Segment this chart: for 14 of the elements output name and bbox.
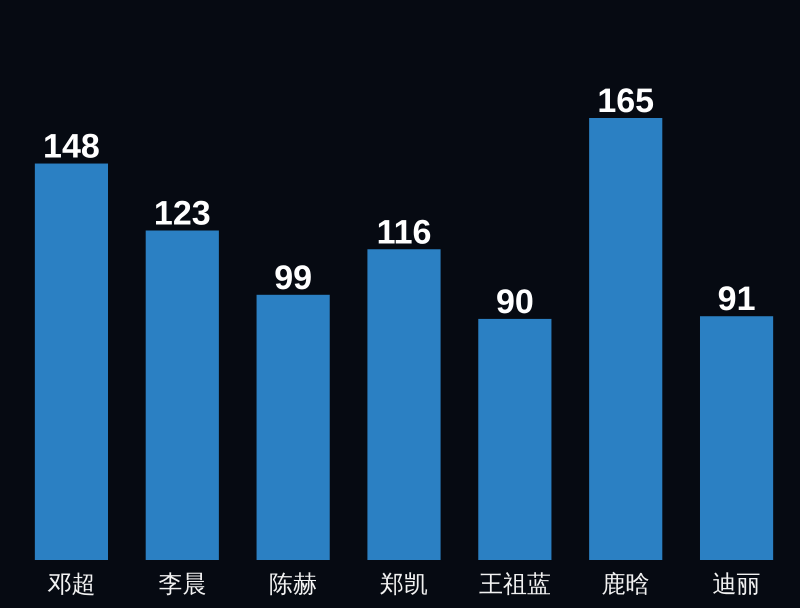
data-label: 148 bbox=[43, 128, 100, 166]
data-label: 99 bbox=[274, 258, 312, 297]
x-tick-label: 王祖蓝 bbox=[478, 571, 551, 598]
x-tick-label: 鹿晗 bbox=[602, 571, 650, 598]
data-label: 91 bbox=[718, 280, 756, 318]
data-label: 165 bbox=[597, 82, 654, 120]
x-tick-label: 陈赫 bbox=[269, 571, 318, 598]
data-label: 123 bbox=[154, 194, 211, 232]
x-tick-label: 邓超 bbox=[47, 571, 96, 598]
x-tick-label: 郑凯 bbox=[380, 571, 428, 598]
data-label: 90 bbox=[496, 282, 534, 321]
x-tick-label: 李晨 bbox=[158, 571, 206, 598]
data-label: 116 bbox=[376, 213, 432, 252]
x-tick-label: 迪丽 bbox=[712, 571, 761, 598]
